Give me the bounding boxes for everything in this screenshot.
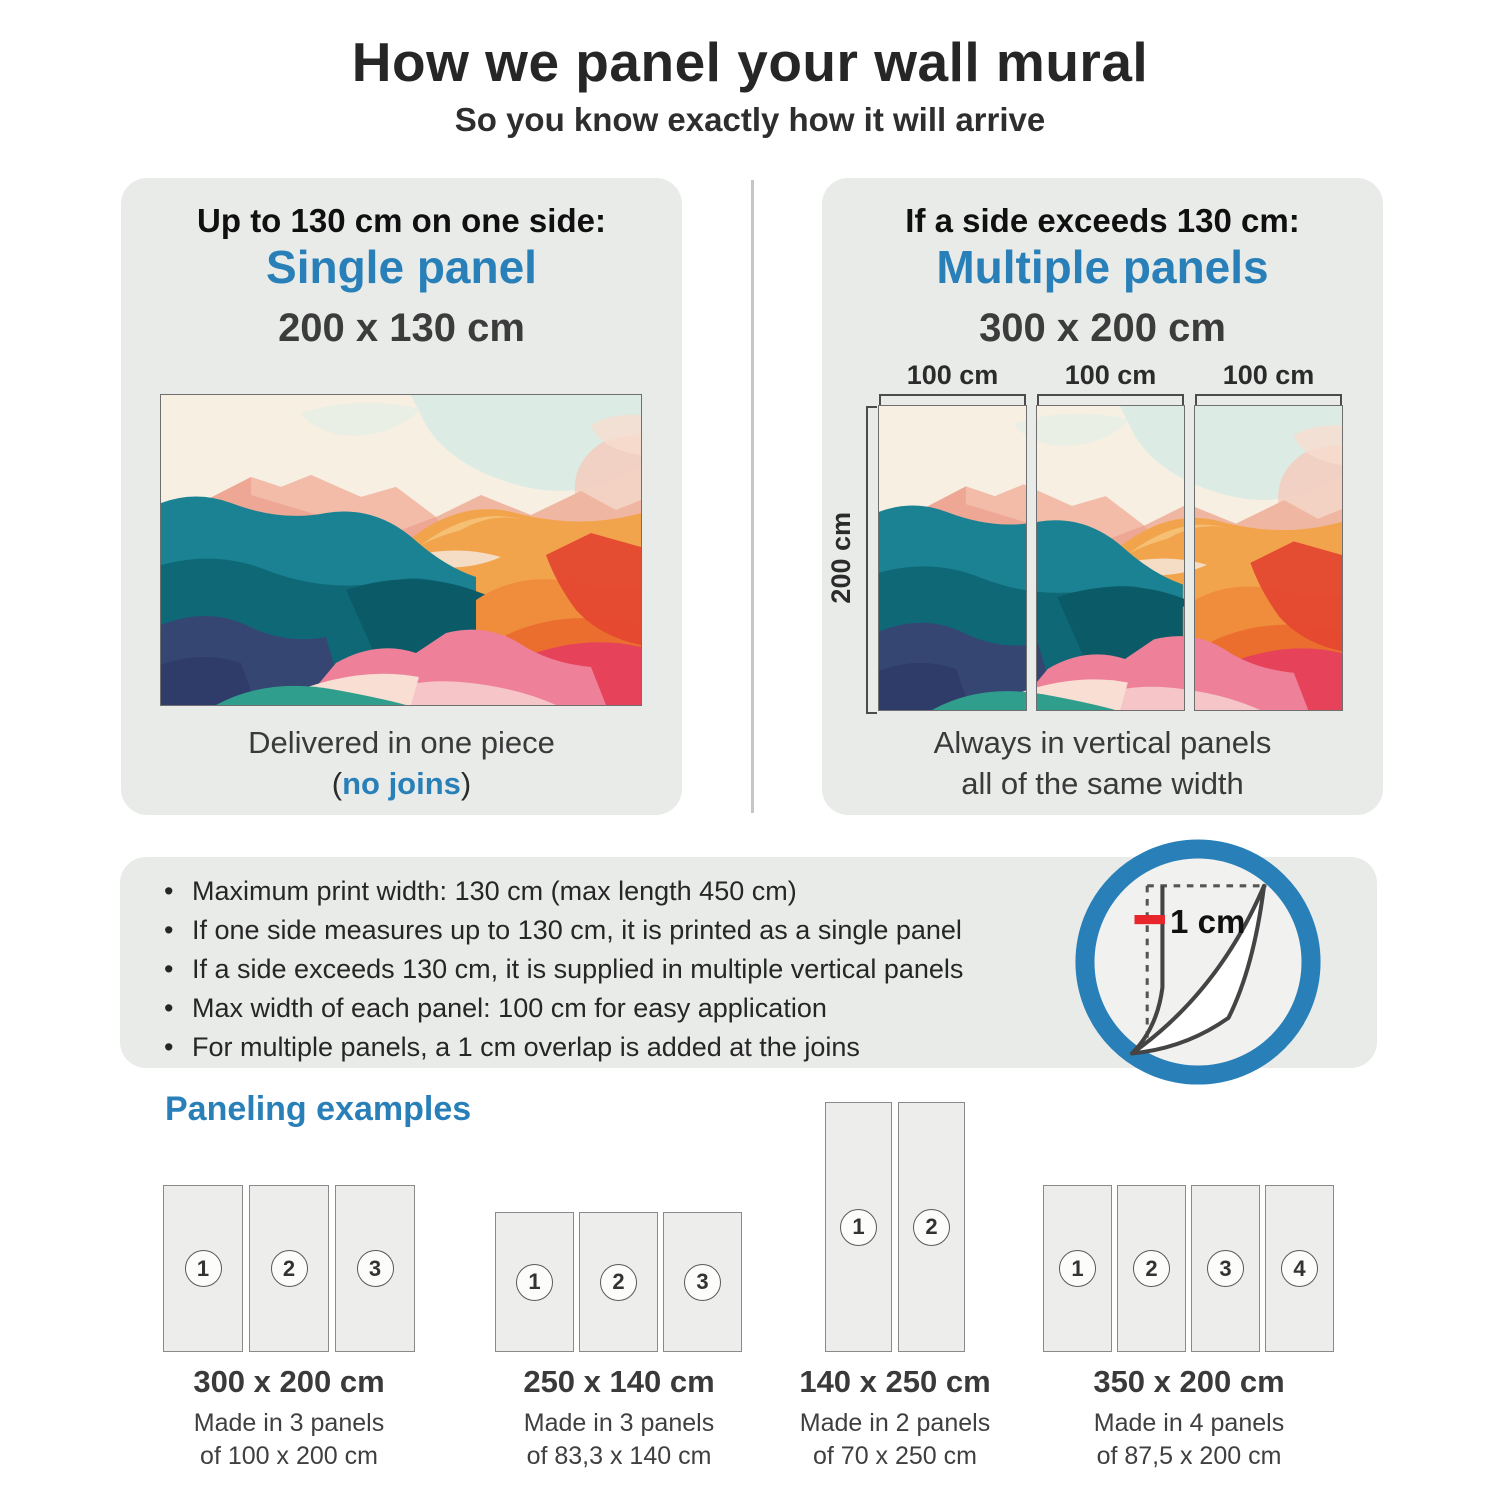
info-bullet: For multiple panels, a 1 cm overlap is a… [162, 1028, 1377, 1067]
caption-close-paren: ) [460, 766, 472, 801]
mural-artwork [161, 395, 641, 705]
example-size: 250 x 140 cm [523, 1364, 715, 1399]
panel: 2 [898, 1102, 965, 1352]
single-panel-card: Up to 130 cm on one side: Single panel 2… [121, 178, 682, 815]
page-subtitle: So you know exactly how it will arrive [454, 101, 1046, 138]
panel-number: 4 [1281, 1250, 1318, 1287]
panel-number: 1 [184, 1250, 222, 1287]
panel-overlap-icon: 1 cm [1071, 835, 1325, 1089]
mural-artwork-slice [879, 406, 1026, 710]
cards-divider [751, 180, 754, 813]
mural-image-single [160, 394, 642, 706]
panel: 4 [1265, 1185, 1334, 1352]
examples-heading: Paneling examples [165, 1090, 472, 1128]
mural-panel-1 [878, 405, 1027, 711]
caption-line1: Always in vertical panels [933, 725, 1272, 760]
width-label-3: 100 cm [1222, 360, 1315, 390]
example-detail: Made in 2 panels of 70 x 250 cm [715, 1407, 1075, 1473]
info-bullet: If a side exceeds 130 cm, it is supplied… [162, 950, 1377, 989]
multiple-panels-condition: If a side exceeds 130 cm: [905, 202, 1300, 239]
width-bracket-3 [1195, 394, 1342, 405]
single-panel-caption: Delivered in one piece (no joins) [121, 722, 682, 804]
width-label-1: 100 cm [906, 360, 999, 390]
panel: 3 [1191, 1185, 1260, 1352]
info-bullet: If one side measures up to 130 cm, it is… [162, 911, 1377, 950]
height-bracket [866, 406, 877, 714]
example-detail: Made in 3 panels of 83,3 x 140 cm [439, 1407, 799, 1473]
example-size: 300 x 200 cm [193, 1364, 385, 1399]
single-panel-size: 200 x 130 cm [278, 306, 525, 350]
mural-panel-3 [1194, 405, 1343, 711]
multiple-panels-caption: Always in vertical panels all of the sam… [822, 722, 1383, 804]
panel-number: 2 [1133, 1250, 1170, 1287]
example-detail-line2: of 70 x 250 cm [813, 1442, 977, 1470]
example-panels: 1 2 [825, 1102, 965, 1352]
multiple-panels-size: 300 x 200 cm [979, 306, 1226, 350]
panel: 1 [495, 1212, 574, 1352]
page-title: How we panel your wall mural [351, 31, 1149, 93]
width-label-2: 100 cm [1064, 360, 1157, 390]
multiple-panels-card: If a side exceeds 130 cm: Multiple panel… [822, 178, 1383, 815]
mural-artwork-slice [1037, 406, 1184, 710]
example-size: 140 x 250 cm [799, 1364, 991, 1399]
example-size: 350 x 200 cm [1093, 1364, 1285, 1399]
panel-number: 1 [840, 1208, 877, 1246]
example-panels: 1 2 3 [163, 1185, 415, 1352]
panel: 2 [1117, 1185, 1186, 1352]
example-panels: 1 2 3 [495, 1212, 742, 1352]
overlap-label: 1 cm [1170, 903, 1245, 940]
panel: 3 [663, 1212, 742, 1352]
height-measure: 200 cm [824, 406, 858, 710]
example-caption: 140 x 250 cm Made in 2 panels of 70 x 25… [715, 1364, 1075, 1473]
panel-number: 3 [684, 1263, 721, 1301]
mural-artwork-slice [1195, 406, 1342, 710]
panel: 1 [1043, 1185, 1112, 1352]
example-detail: Made in 4 panels of 87,5 x 200 cm [1009, 1407, 1369, 1473]
example-caption: 300 x 200 cm Made in 3 panels of 100 x 2… [109, 1364, 469, 1473]
info-bullet-list: Maximum print width: 130 cm (max length … [120, 857, 1377, 1067]
caption-open-paren: ( [331, 766, 343, 801]
width-bracket-2 [1037, 394, 1184, 405]
example-detail-line1: Made in 2 panels [799, 1409, 991, 1437]
width-measure-3: 100 cm [1195, 360, 1342, 405]
example-detail-line1: Made in 3 panels [193, 1409, 385, 1437]
width-bracket-1 [879, 394, 1026, 405]
caption-no-joins: no joins [342, 766, 461, 801]
example-caption: 350 x 200 cm Made in 4 panels of 87,5 x … [1009, 1364, 1369, 1473]
panel: 2 [249, 1185, 329, 1352]
panel-number: 2 [600, 1263, 637, 1301]
caption-line1: Delivered in one piece [248, 725, 555, 760]
example-caption: 250 x 140 cm Made in 3 panels of 83,3 x … [439, 1364, 799, 1473]
caption-line2: all of the same width [961, 766, 1244, 801]
single-panel-heading: Single panel [266, 241, 537, 293]
width-measure-1: 100 cm [879, 360, 1026, 405]
width-measure-2: 100 cm [1037, 360, 1184, 405]
single-panel-condition: Up to 130 cm on one side: [197, 202, 606, 239]
panel: 2 [579, 1212, 658, 1352]
info-bullet: Max width of each panel: 100 cm for easy… [162, 989, 1377, 1028]
panel-number: 2 [270, 1250, 308, 1287]
example-detail-line2: of 83,3 x 140 cm [526, 1442, 712, 1470]
example-detail-line2: of 87,5 x 200 cm [1096, 1442, 1282, 1470]
panel: 3 [335, 1185, 415, 1352]
panel-number: 3 [356, 1250, 394, 1287]
example-panels: 1 2 3 4 [1043, 1185, 1334, 1352]
height-label: 200 cm [825, 512, 856, 604]
panel: 1 [825, 1102, 892, 1352]
mural-image-paneled [878, 405, 1343, 711]
panel-number: 1 [516, 1263, 553, 1301]
info-bullet: Maximum print width: 130 cm (max length … [162, 872, 1377, 911]
example-detail-line2: of 100 x 200 cm [200, 1442, 378, 1470]
panel-number: 3 [1207, 1250, 1244, 1287]
example-detail-line1: Made in 4 panels [1093, 1409, 1285, 1437]
panel-number: 1 [1059, 1250, 1096, 1287]
example-detail-line1: Made in 3 panels [523, 1409, 715, 1437]
panel-number: 2 [913, 1208, 950, 1246]
example-detail: Made in 3 panels of 100 x 200 cm [109, 1407, 469, 1473]
panel: 1 [163, 1185, 243, 1352]
multiple-panels-heading: Multiple panels [936, 241, 1269, 293]
mural-panel-2 [1036, 405, 1185, 711]
